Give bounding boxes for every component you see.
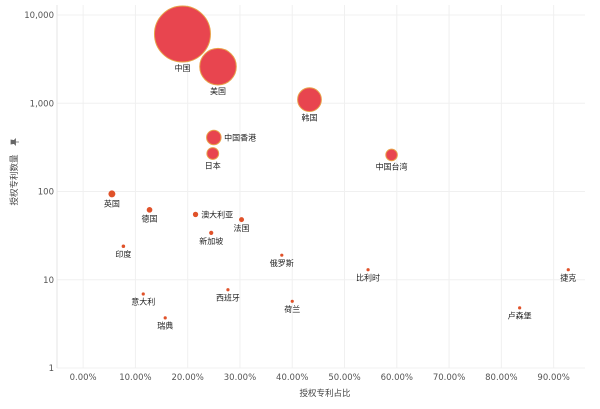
data-point[interactable]: [290, 299, 294, 303]
x-tick-label: 70.00%: [433, 373, 465, 383]
data-point[interactable]: [121, 244, 126, 248]
x-tick-label: 10.00%: [119, 373, 151, 383]
y-tick-label: 10: [43, 276, 54, 286]
x-tick-label: 20.00%: [171, 373, 203, 383]
point-label: 西班牙: [216, 292, 240, 302]
y-axis-title-group: 授权专利数量: [9, 138, 20, 206]
point-label: 瑞典: [157, 320, 173, 330]
point-label: 中国: [174, 63, 190, 73]
point-label: 比利时: [356, 272, 380, 282]
point-label: 中国台湾: [376, 162, 408, 172]
x-tick-label: 60.00%: [381, 373, 413, 383]
data-point[interactable]: [141, 292, 145, 296]
point-label: 捷克: [560, 272, 576, 282]
data-point[interactable]: [209, 230, 214, 235]
point-label: 意大利: [131, 297, 155, 307]
pin-icon[interactable]: [10, 138, 19, 146]
data-point[interactable]: [206, 129, 222, 146]
point-label: 印度: [115, 249, 131, 259]
point-label: 卢森堡: [508, 310, 532, 320]
axes: 授权专利占比 授权专利数量: [9, 138, 351, 399]
data-point[interactable]: [226, 288, 230, 292]
data-point[interactable]: [280, 253, 284, 257]
point-label: 日本: [205, 160, 221, 170]
point-label: 新加坡: [199, 236, 223, 246]
point-label: 澳大利亚: [201, 209, 233, 219]
x-tick-label: 80.00%: [485, 373, 517, 383]
data-point[interactable]: [206, 147, 220, 160]
grid: [56, 5, 585, 369]
data-points: [108, 5, 570, 320]
data-point[interactable]: [239, 217, 245, 223]
data-point[interactable]: [153, 5, 211, 63]
y-tick-label: 10,000: [24, 11, 54, 21]
data-point[interactable]: [192, 211, 199, 218]
x-tick-label: 0.00%: [70, 373, 97, 383]
data-point[interactable]: [566, 268, 570, 272]
data-point[interactable]: [163, 316, 167, 320]
y-tick-label: 100: [38, 188, 54, 198]
data-point[interactable]: [297, 87, 322, 113]
x-axis-title: 授权专利占比: [299, 388, 350, 399]
point-label: 中国香港: [224, 132, 256, 142]
y-tick-label: 1: [49, 364, 54, 374]
point-label: 美国: [210, 86, 226, 96]
point-label: 德国: [142, 214, 158, 224]
point-label: 荷兰: [284, 304, 300, 314]
y-axis-title: 授权专利数量: [9, 154, 20, 206]
data-point[interactable]: [385, 148, 398, 162]
y-tick-label: 1,000: [30, 99, 54, 109]
data-point[interactable]: [518, 306, 522, 310]
point-label: 英国: [104, 198, 120, 208]
point-label: 法国: [234, 223, 250, 233]
y-axis-ticks: 1 10 100 1,000 10,000: [24, 11, 54, 374]
x-axis-ticks: 0.00% 10.00% 20.00% 30.00% 40.00% 50.00% 60.00…: [70, 373, 570, 383]
x-tick-label: 40.00%: [276, 373, 308, 383]
x-tick-label: 90.00%: [537, 373, 569, 383]
data-point[interactable]: [108, 190, 116, 198]
x-tick-label: 30.00%: [224, 373, 256, 383]
data-point[interactable]: [199, 47, 237, 86]
point-label: 韩国: [301, 113, 317, 123]
x-tick-label: 50.00%: [328, 373, 360, 383]
point-label: 俄罗斯: [270, 258, 294, 268]
data-point[interactable]: [146, 207, 153, 213]
data-point[interactable]: [366, 268, 370, 272]
